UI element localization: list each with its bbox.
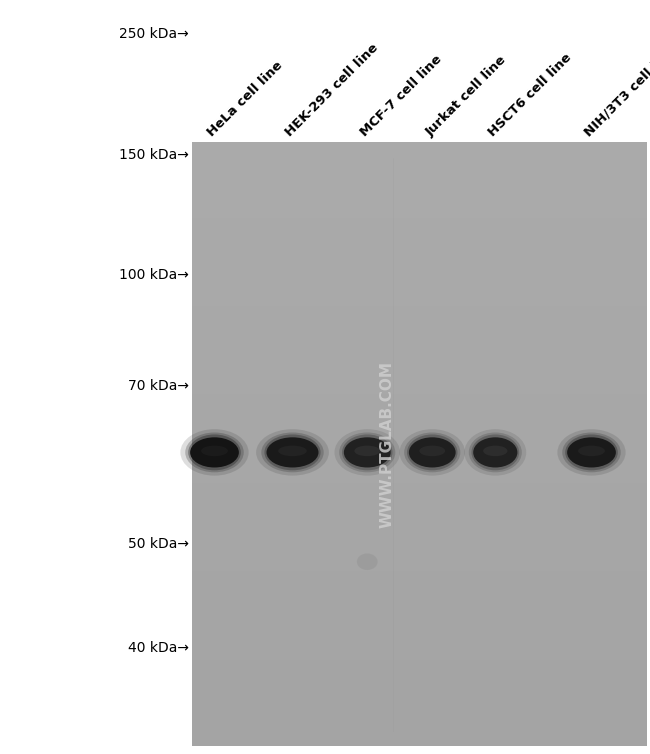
Ellipse shape [261,433,324,472]
Ellipse shape [357,553,378,570]
Ellipse shape [400,429,465,476]
Ellipse shape [464,429,526,476]
Ellipse shape [266,437,318,467]
Text: HSCT6 cell line: HSCT6 cell line [486,51,575,139]
Ellipse shape [256,429,329,476]
Ellipse shape [407,434,458,470]
Ellipse shape [558,429,625,476]
Text: 50 kDa→: 50 kDa→ [127,538,188,551]
Text: Jurkat cell line: Jurkat cell line [423,54,509,139]
Ellipse shape [562,433,621,472]
Text: 70 kDa→: 70 kDa→ [127,379,188,393]
Ellipse shape [354,446,380,456]
Ellipse shape [201,446,228,456]
Ellipse shape [339,433,395,472]
Ellipse shape [565,434,618,470]
Text: 40 kDa→: 40 kDa→ [127,642,188,655]
Ellipse shape [567,437,616,467]
Text: HEK-293 cell line: HEK-293 cell line [283,41,382,139]
Text: MCF-7 cell line: MCF-7 cell line [358,53,445,139]
Ellipse shape [471,434,519,470]
Ellipse shape [181,429,248,476]
Ellipse shape [278,446,307,456]
Ellipse shape [190,437,239,467]
Ellipse shape [265,434,320,470]
Ellipse shape [342,434,393,470]
Text: 100 kDa→: 100 kDa→ [118,268,188,282]
Ellipse shape [409,437,456,467]
Text: HeLa cell line: HeLa cell line [205,59,285,139]
Ellipse shape [483,446,508,456]
Ellipse shape [578,446,605,456]
Ellipse shape [419,446,445,456]
Ellipse shape [188,434,240,470]
Text: NIH/3T3 cell line: NIH/3T3 cell line [582,44,650,139]
Ellipse shape [473,437,517,467]
Text: 150 kDa→: 150 kDa→ [118,148,188,161]
Ellipse shape [404,433,460,472]
Ellipse shape [344,437,391,467]
Text: WWW.PTGLAB.COM: WWW.PTGLAB.COM [379,361,395,529]
Text: 250 kDa→: 250 kDa→ [119,27,188,41]
Ellipse shape [185,433,244,472]
Ellipse shape [469,433,522,472]
Ellipse shape [335,429,400,476]
